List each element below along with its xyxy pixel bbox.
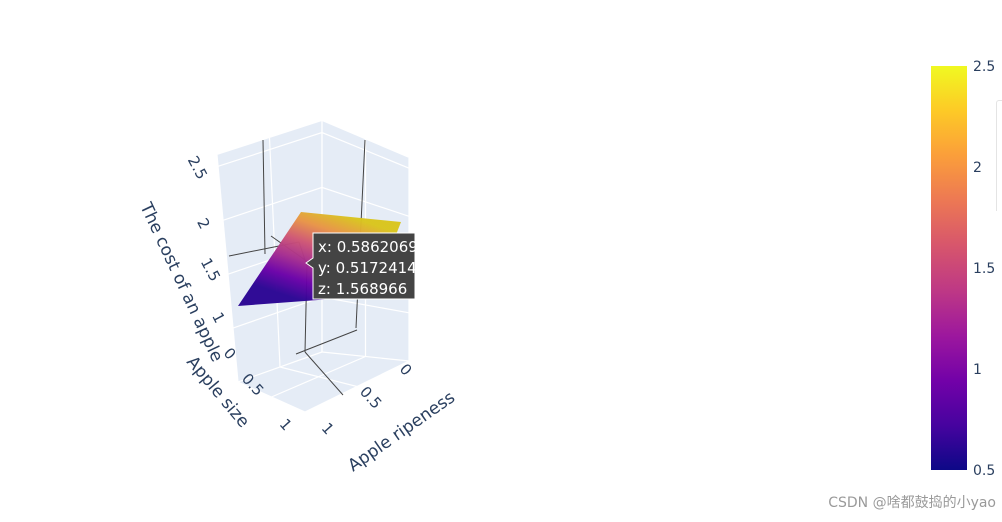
hover-y-value: y: 0.5172414 xyxy=(318,259,417,277)
spike-line xyxy=(262,139,266,255)
colorbar-ticks: 0.5 1 1.5 2 2.5 xyxy=(973,59,995,479)
x-tick-label: 1 xyxy=(276,415,296,434)
hover-tooltip: x: 0.5862069 y: 0.5172414 z: 1.568966 xyxy=(305,232,418,300)
hover-x-value: x: 0.5862069 xyxy=(318,238,418,256)
z-tick-label: 2.5 xyxy=(184,153,211,183)
floor-grid-line xyxy=(304,360,410,413)
colorbar-tick-label: 1 xyxy=(973,362,982,378)
hover-z-value: z: 1.568966 xyxy=(318,280,407,298)
colorbar-tick-label: 2 xyxy=(973,160,982,176)
floor-grid-line xyxy=(271,355,366,398)
z-tick-label: 1.5 xyxy=(197,255,224,285)
spike-line xyxy=(304,351,344,396)
colorbar-tick-label: 2.5 xyxy=(973,59,995,75)
colorbar-tick-label: 0.5 xyxy=(973,463,995,479)
colorbar: 0.5 1 1.5 2 2.5 xyxy=(931,59,995,479)
y-tick-label: 1 xyxy=(318,419,338,438)
x-wall-grid-line xyxy=(216,154,239,383)
hover-tooltip-box xyxy=(305,232,416,300)
colorbar-edge xyxy=(996,100,1002,211)
spike-line xyxy=(295,329,358,355)
watermark: CSDN @啥都鼓捣的小yao xyxy=(828,495,996,511)
colorbar-tick-label: 1.5 xyxy=(973,261,995,277)
y-tick-label: 0.5 xyxy=(356,383,385,413)
back-left-wall xyxy=(217,121,322,382)
colorbar-gradient xyxy=(931,66,967,470)
z-tick-label: 2 xyxy=(193,215,213,232)
floor-grid-line xyxy=(237,381,306,413)
